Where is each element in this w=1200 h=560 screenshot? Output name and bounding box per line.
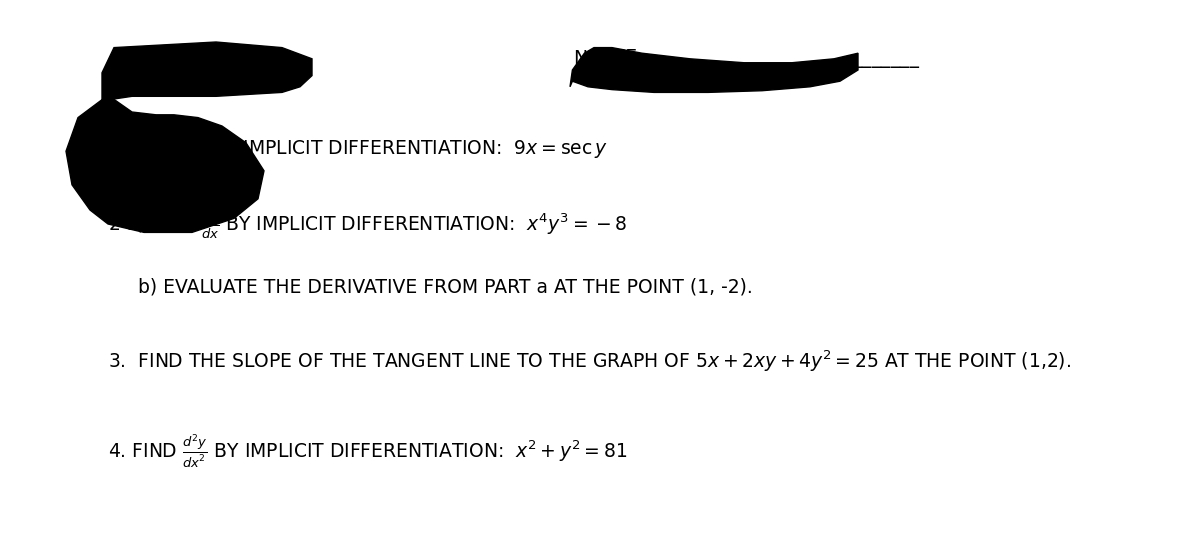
Text: ME:_____________________________: ME:_____________________________ bbox=[610, 49, 919, 68]
Polygon shape bbox=[102, 42, 312, 101]
Text: 4. FIND $\frac{d^2y}{dx^2}$ BY IMPLICIT DIFFERENTIATION:  $x^2 + y^2 = 81$: 4. FIND $\frac{d^2y}{dx^2}$ BY IMPLICIT … bbox=[108, 432, 628, 469]
Text: 2 a) FIND $\frac{dy}{dx}$ BY IMPLICIT DIFFERENTIATION:  $x^4y^3 = -8$: 2 a) FIND $\frac{dy}{dx}$ BY IMPLICIT DI… bbox=[108, 207, 628, 241]
Polygon shape bbox=[66, 95, 264, 232]
Text: 1.  FIND $\frac{dy}{dx}$ BY IMPLICIT DIFFERENTIATION:  $9x = \sec y$: 1. FIND $\frac{dy}{dx}$ BY IMPLICIT DIFF… bbox=[108, 132, 608, 165]
Text: b) EVALUATE THE DERIVATIVE FROM PART a AT THE POINT (1, -2).: b) EVALUATE THE DERIVATIVE FROM PART a A… bbox=[138, 277, 752, 296]
Text: 3.  FIND THE SLOPE OF THE TANGENT LINE TO THE GRAPH OF $5x + 2xy + 4y^2 = 25$ AT: 3. FIND THE SLOPE OF THE TANGENT LINE TO… bbox=[108, 348, 1072, 374]
Text: N: N bbox=[574, 49, 588, 68]
Polygon shape bbox=[570, 48, 858, 92]
